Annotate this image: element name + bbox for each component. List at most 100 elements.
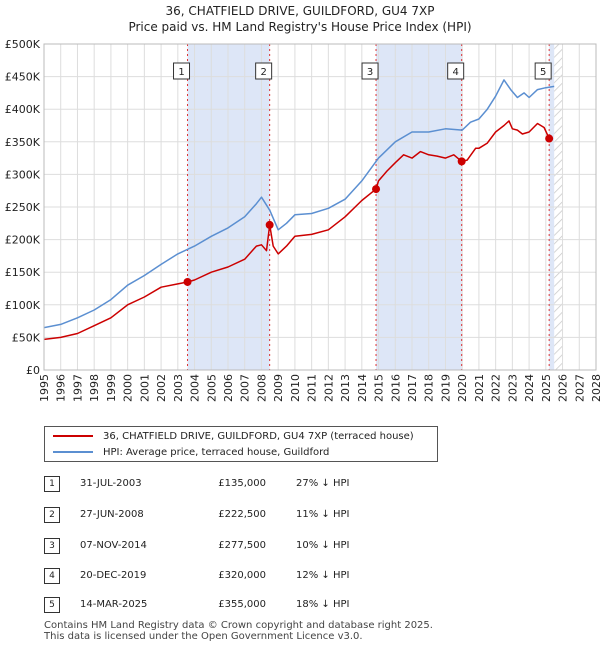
footer-copyright: Contains HM Land Registry data © Crown c… (44, 620, 433, 631)
hpi-line (44, 79, 555, 329)
x-tick-label: 2000 (122, 374, 135, 402)
legend-label-hpi: HPI: Average price, terraced house, Guil… (103, 446, 330, 458)
legend-swatch-hpi (53, 451, 93, 453)
transaction-label-box (361, 62, 379, 80)
x-tick-label: 2027 (573, 374, 586, 402)
transaction-price: £320,000 (218, 570, 266, 581)
transaction-hpi-diff: 11% ↓ HPI (296, 509, 350, 520)
transaction-hpi-diff: 27% ↓ HPI (296, 478, 350, 489)
transaction-hpi-diff: 10% ↓ HPI (296, 540, 350, 551)
x-tick-label: 2016 (389, 374, 402, 402)
transaction-row: 2 27-JUN-2008 £222,500 11% ↓ HPI (0, 507, 600, 527)
x-tick-label: 1997 (71, 374, 84, 402)
x-tick-label: 2015 (373, 374, 386, 402)
x-tick-label: 2017 (406, 374, 419, 402)
y-tick-label: £400K (5, 103, 41, 116)
transaction-label-box (447, 62, 465, 80)
y-tick-label: £50K (12, 331, 41, 344)
transaction-marker: 4 (44, 568, 60, 584)
footer-license: This data is licensed under the Open Gov… (44, 631, 363, 642)
y-tick-label: £450K (5, 71, 41, 84)
y-tick-label: £200K (5, 234, 41, 247)
transaction-label-box (255, 62, 273, 80)
y-tick-label: £250K (5, 201, 41, 214)
y-tick-label: £150K (5, 266, 41, 279)
x-tick-label: 2021 (473, 374, 486, 402)
transaction-label-number: 1 (178, 67, 184, 78)
x-tick-label: 1999 (105, 374, 118, 402)
transaction-label-number: 3 (367, 67, 373, 78)
transaction-price: £277,500 (218, 540, 266, 551)
price-chart: 1 2 3 4 5 £0 £50K £100K £150K £200K £250K £300K £350… (5, 38, 600, 402)
transaction-point (265, 220, 274, 229)
legend-label-price: 36, CHATFIELD DRIVE, GUILDFORD, GU4 7XP … (103, 430, 414, 442)
x-tick-label: 2003 (172, 374, 185, 402)
x-tick-label: 2010 (289, 374, 302, 402)
y-tick-label: £100K (5, 299, 41, 312)
transaction-price: £135,000 (218, 478, 266, 489)
legend-swatch-price (53, 435, 93, 437)
x-tick-label: 2007 (239, 374, 252, 402)
x-tick-label: 2019 (439, 374, 452, 402)
chart-title: 36, CHATFIELD DRIVE, GUILDFORD, GU4 7XP (165, 4, 435, 18)
y-tick-label: £350K (5, 136, 41, 149)
x-tick-label: 2023 (506, 374, 519, 402)
transaction-hpi-diff: 12% ↓ HPI (296, 570, 350, 581)
transaction-row: 5 14-MAR-2025 £355,000 18% ↓ HPI (0, 597, 600, 617)
y-tick-label: £300K (5, 168, 41, 181)
x-tick-label: 2004 (189, 374, 202, 402)
transaction-label-box (534, 62, 552, 80)
transaction-row: 3 07-NOV-2014 £277,500 10% ↓ HPI (0, 538, 600, 558)
transaction-marker: 2 (44, 507, 60, 523)
transaction-point (545, 134, 554, 143)
transaction-date: 07-NOV-2014 (80, 540, 147, 551)
chart-subtitle: Price paid vs. HM Land Registry's House … (128, 20, 472, 34)
transaction-marker: 1 (44, 476, 60, 492)
transaction-date: 20-DEC-2019 (80, 570, 147, 581)
x-tick-label: 2009 (272, 374, 285, 402)
transaction-marker: 3 (44, 538, 60, 554)
legend-item-hpi: HPI: Average price, terraced house, Guil… (53, 445, 329, 459)
legend-item-price: 36, CHATFIELD DRIVE, GUILDFORD, GU4 7XP … (53, 429, 414, 443)
transaction-label-number: 5 (540, 67, 546, 78)
transaction-point (457, 157, 466, 166)
transaction-marker: 5 (44, 597, 60, 613)
x-tick-label: 2018 (423, 374, 436, 402)
x-tick-label: 2024 (523, 374, 536, 402)
price-paid-line (44, 120, 550, 341)
plot-border (43, 43, 597, 371)
x-tick-label: 2002 (155, 374, 168, 402)
transaction-price: £222,500 (218, 509, 266, 520)
x-tick-label: 2025 (540, 374, 553, 402)
transaction-price: £355,000 (218, 599, 266, 610)
x-tick-label: 1998 (88, 374, 101, 402)
x-tick-label: 1995 (38, 374, 51, 402)
x-tick-label: 2020 (456, 374, 469, 402)
legend: 36, CHATFIELD DRIVE, GUILDFORD, GU4 7XP … (44, 426, 438, 462)
x-tick-label: 2012 (322, 374, 335, 402)
transaction-label-number: 2 (260, 67, 266, 78)
transaction-point (183, 277, 192, 286)
y-tick-label: £0 (26, 364, 40, 377)
transaction-label-box (173, 62, 191, 80)
x-tick-label: 2006 (222, 374, 235, 402)
x-tick-label: 2008 (255, 374, 268, 402)
x-tick-label: 2001 (138, 374, 151, 402)
transaction-row: 4 20-DEC-2019 £320,000 12% ↓ HPI (0, 568, 600, 588)
y-tick-label: £500K (5, 38, 41, 51)
x-tick-label: 2013 (339, 374, 352, 402)
x-tick-label: 2028 (590, 374, 600, 402)
x-tick-label: 2011 (306, 374, 319, 402)
x-tick-label: 2005 (205, 374, 218, 402)
transaction-hpi-diff: 18% ↓ HPI (296, 599, 350, 610)
transaction-date: 31-JUL-2003 (80, 478, 142, 489)
transaction-date: 14-MAR-2025 (80, 599, 148, 610)
transaction-label-number: 4 (452, 67, 458, 78)
transaction-row: 1 31-JUL-2003 £135,000 27% ↓ HPI (0, 476, 600, 496)
x-tick-label: 1996 (55, 374, 68, 402)
x-tick-label: 2026 (557, 374, 570, 402)
x-tick-label: 2014 (356, 374, 369, 402)
x-tick-label: 2022 (490, 374, 503, 402)
transaction-date: 27-JUN-2008 (80, 509, 144, 520)
transaction-point (372, 185, 381, 194)
